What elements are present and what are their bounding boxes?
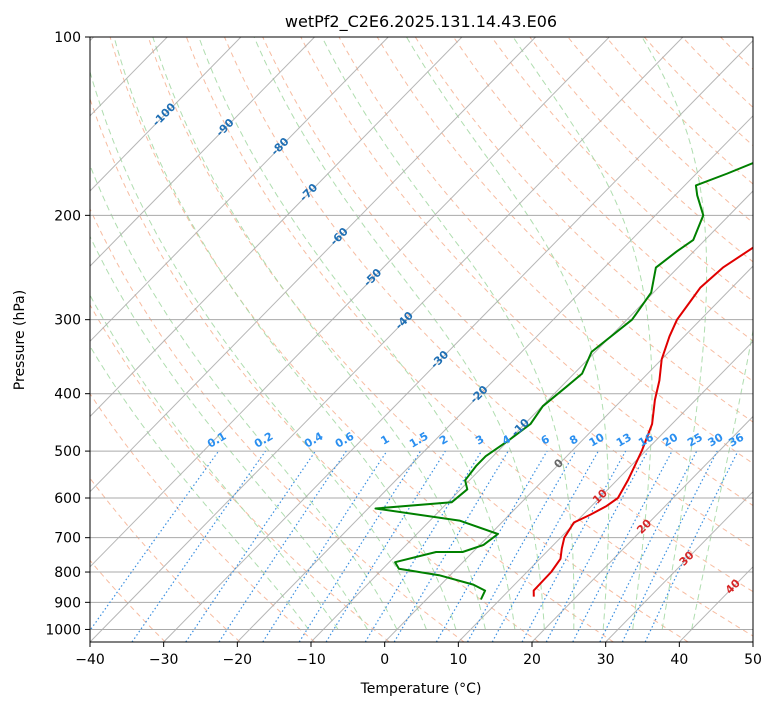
- x-axis-title: Temperature (°C): [360, 681, 482, 697]
- isotherm: [236, 115, 753, 642]
- mixing-ratio-line: [521, 450, 627, 642]
- mixing-ratio-line: [599, 450, 698, 642]
- isotherm: [90, 37, 242, 192]
- moist-adiabat: [641, 37, 708, 630]
- moist-adiabat: [90, 70, 427, 630]
- mixing-ratio-line: [621, 450, 718, 642]
- x-tick-label: 20: [523, 652, 541, 668]
- x-tick-label: 10: [449, 652, 467, 668]
- isotherm: [90, 37, 389, 343]
- mixing-ratio-line: [298, 450, 422, 642]
- moist-adiabat: [691, 328, 753, 630]
- dry-adiabat: [90, 559, 166, 642]
- moist-adiabat: [253, 37, 545, 630]
- temperature-profile-line: [532, 246, 753, 597]
- mixing-ratio-line: [185, 450, 316, 642]
- x-tick-label: 40: [670, 652, 688, 668]
- dry-adiabat: [491, 37, 753, 302]
- data-series: [374, 161, 753, 600]
- axes: −40 −30 −20 −10 0 10 20 30 40 50 100 200 300 400 500 60…: [45, 30, 762, 668]
- moist-adiabat: [90, 345, 309, 630]
- isotherm: [531, 415, 753, 642]
- moist-adiabat: [90, 235, 368, 630]
- isotherm: [384, 265, 753, 642]
- moist-adiabat: [113, 37, 457, 630]
- y-tick-label: 400: [54, 387, 81, 403]
- x-tick-label: −20: [223, 652, 253, 668]
- mixing-ratio-line: [90, 450, 220, 632]
- y-tick-label: 800: [54, 565, 81, 581]
- x-tick-label: 30: [597, 652, 615, 668]
- dry-adiabat: [109, 37, 614, 642]
- y-axis-title: Pressure (hPa): [12, 290, 28, 390]
- isotherm: [163, 39, 753, 642]
- moist-adiabat: [90, 294, 339, 630]
- mixing-ratio-line: [491, 450, 599, 642]
- y-tick-label: 1000: [45, 622, 81, 638]
- y-tick-label: 200: [54, 208, 81, 224]
- mixing-ratio-line: [364, 450, 483, 642]
- y-tick-label: 600: [54, 491, 81, 507]
- moist-adiabat: [406, 37, 610, 630]
- x-tick-label: 50: [744, 652, 762, 668]
- background-lines: [90, 37, 753, 642]
- y-tick-label: 300: [54, 313, 81, 329]
- isotherm: [90, 37, 684, 642]
- moist-adiabat: [152, 37, 486, 630]
- mixing-ratio-line: [218, 450, 347, 642]
- dry-adiabat: [90, 392, 316, 642]
- x-tick-label: −10: [296, 652, 326, 668]
- isotherm: [90, 37, 315, 267]
- moist-adiabat: [198, 37, 516, 630]
- isotherm: [90, 37, 463, 418]
- plot-frame: [89, 36, 754, 643]
- dry-adiabat: [90, 207, 465, 642]
- mixing-ratio-line: [131, 450, 266, 642]
- chart-title: wetPf2_C2E6.2025.131.14.43.E06: [285, 12, 557, 32]
- dry-adiabat: [376, 37, 753, 423]
- dewpoint-profile-line: [374, 161, 753, 600]
- dry-adiabat: [90, 303, 390, 642]
- dry-adiabat: [224, 37, 753, 593]
- isotherm: [605, 490, 753, 642]
- isotherm: [90, 37, 536, 493]
- x-tick-label: −40: [75, 652, 105, 668]
- y-tick-label: 900: [54, 595, 81, 611]
- isotherm: [457, 340, 753, 642]
- dry-adiabat: [414, 37, 753, 382]
- mixing-ratio-line: [262, 450, 388, 642]
- y-tick-label: 700: [54, 531, 81, 547]
- moist-adiabat: [512, 37, 653, 630]
- mixing-ratio-line: [466, 450, 577, 642]
- dry-adiabat: [262, 37, 753, 549]
- isotherm: [90, 37, 610, 568]
- y-tick-label: 100: [54, 30, 81, 46]
- dry-adiabat: [90, 97, 540, 642]
- dry-adiabat: [90, 477, 241, 642]
- y-tick-label: 500: [54, 444, 81, 460]
- mixing-ratio-line: [545, 450, 649, 642]
- x-tick-label: −30: [149, 652, 179, 668]
- x-tick-label: 0: [380, 652, 389, 668]
